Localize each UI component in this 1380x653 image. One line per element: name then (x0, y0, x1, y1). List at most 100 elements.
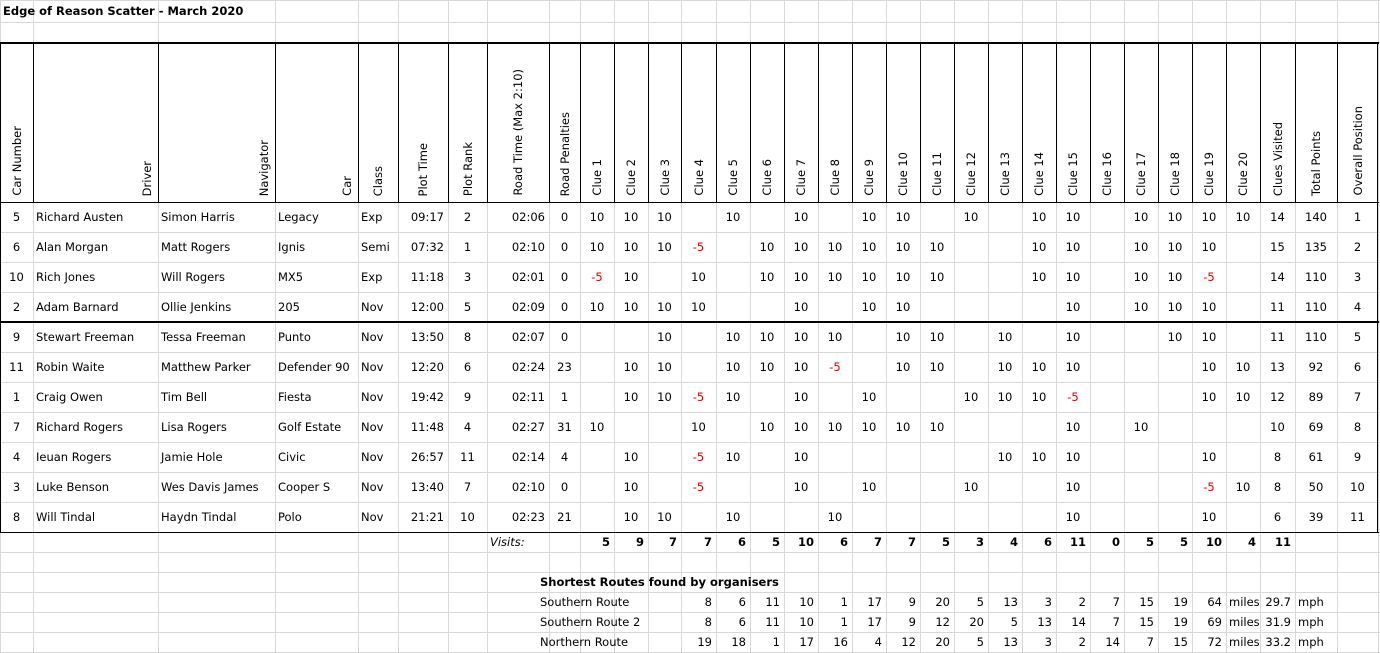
column-header: Total Points (1295, 42, 1337, 202)
route-speed-unit: mph (1298, 595, 1324, 609)
column-header: Car (275, 42, 358, 202)
grid-line (818, 0, 819, 653)
table-cell: 8 (1273, 450, 1282, 464)
header-text: Driver (140, 160, 154, 196)
table-cell: 10 (589, 210, 605, 224)
column-border (487, 42, 488, 202)
route-stop: 15 (1173, 635, 1188, 649)
table-cell: 10 (1133, 270, 1149, 284)
header-text: Clue 2 (624, 159, 638, 196)
column-border (275, 42, 276, 202)
route-stop: 13 (1037, 615, 1052, 629)
table-cell: 10 (827, 510, 843, 524)
table-cell: 10 (657, 510, 672, 524)
route-label: Southern Route 2 (540, 615, 641, 629)
table-cell: 10 (1065, 360, 1081, 374)
column-header: Clue 15 (1056, 42, 1090, 202)
table-cell: 10 (460, 510, 475, 524)
table-cell: 10 (895, 420, 911, 434)
column-header: Overall Position (1337, 42, 1378, 202)
table-cell: 1 (12, 390, 21, 404)
grid-line (398, 0, 399, 653)
grid-line (1090, 0, 1091, 653)
table-cell: 10 (895, 240, 911, 254)
table-cell: 2 (1353, 240, 1362, 254)
table-cell: 10 (827, 270, 843, 284)
grid-line (158, 0, 159, 653)
grid-line (0, 262, 1380, 263)
table-cell: 2 (463, 210, 472, 224)
route-stop: 17 (799, 635, 814, 649)
visits-value: 6 (839, 535, 848, 549)
table-cell: Punto (278, 330, 311, 344)
table-cell: 0 (560, 300, 569, 314)
visits-value: 6 (1043, 535, 1052, 549)
route-stop: 20 (935, 635, 950, 649)
table-cell: 10 (725, 210, 741, 224)
grid-line (0, 292, 1380, 293)
table-cell: Jamie Hole (161, 450, 223, 464)
grid-line (1124, 0, 1125, 653)
table-cell: 10 (827, 330, 843, 344)
route-stop: 2 (1078, 595, 1086, 609)
table-cell: Ignis (278, 240, 306, 254)
route-stop: 10 (799, 615, 814, 629)
table-cell: 10 (997, 360, 1013, 374)
table-cell: 10 (895, 360, 911, 374)
column-border (1337, 42, 1338, 202)
table-cell: 12 (1270, 390, 1285, 404)
table-cell: 3 (463, 270, 472, 284)
column-border (818, 42, 819, 202)
header-text: Clue 3 (657, 159, 672, 196)
visits-value: 7 (668, 535, 677, 549)
table-cell: -5 (692, 390, 705, 404)
table-cell: 10 (725, 360, 741, 374)
table-cell: 10 (1031, 360, 1047, 374)
table-border (0, 321, 1379, 323)
table-border (1377, 42, 1378, 532)
table-cell: 10 (725, 510, 741, 524)
visits-value: 10 (797, 535, 814, 549)
table-cell: 9 (12, 330, 21, 344)
grid-line (1337, 0, 1338, 653)
route-stop: 4 (874, 635, 882, 649)
table-cell: 13:50 (410, 330, 444, 344)
table-cell: 4 (560, 450, 569, 464)
table-cell: 4 (463, 420, 472, 434)
grid-line (580, 0, 581, 653)
route-stop: 1 (772, 635, 780, 649)
table-cell: 23 (557, 360, 572, 374)
table-cell: 8 (1353, 420, 1362, 434)
table-cell: Nov (361, 420, 384, 434)
table-cell: 5 (1353, 330, 1362, 344)
header-text: Clue 11 (930, 152, 944, 196)
table-cell: 10 (793, 360, 809, 374)
route-stop: 2 (1078, 635, 1086, 649)
table-border (0, 42, 1379, 44)
table-cell: 10 (1133, 240, 1149, 254)
column-border (33, 42, 34, 202)
route-label: Northern Route (540, 635, 629, 649)
table-cell: 10 (1031, 210, 1047, 224)
column-border (648, 42, 649, 202)
visits-value: 0 (1111, 535, 1120, 549)
table-cell: 15 (1270, 240, 1285, 254)
header-text: Clue 5 (726, 159, 740, 196)
table-cell: 02:10 (511, 480, 545, 494)
column-header: Car Number (0, 42, 33, 202)
table-cell: Civic (278, 450, 306, 464)
table-cell: 10 (895, 330, 911, 344)
header-text: Road Penalties (557, 111, 572, 196)
table-cell: 0 (560, 270, 569, 284)
grid-line (1260, 0, 1261, 653)
table-cell: 10 (657, 330, 672, 344)
column-border (614, 42, 615, 202)
sheet-title: Edge of Reason Scatter - March 2020 (3, 4, 244, 18)
table-cell: -5 (692, 450, 705, 464)
table-cell: 10 (793, 480, 809, 494)
table-cell: 10 (929, 360, 945, 374)
route-speed-unit: mph (1298, 635, 1324, 649)
column-header: Clue 20 (1226, 42, 1260, 202)
table-cell: 10 (623, 270, 639, 284)
table-cell: 10 (691, 300, 706, 314)
